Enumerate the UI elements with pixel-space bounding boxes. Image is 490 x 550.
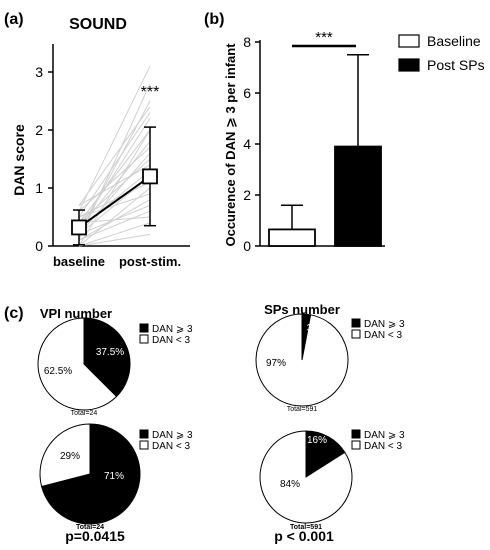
chart-a-ytick-label: 3 bbox=[35, 64, 43, 80]
pie-legend-swatch bbox=[139, 429, 149, 439]
chart-b-ytick-label: 6 bbox=[243, 85, 251, 101]
legend-label-post-sps: Post SPs bbox=[427, 57, 485, 73]
panel-label-b: (b) bbox=[204, 11, 224, 28]
chart-a-ytick-label: 1 bbox=[35, 180, 43, 196]
bar bbox=[268, 228, 316, 247]
individual-line bbox=[78, 158, 151, 224]
pie-slice bbox=[40, 423, 141, 525]
p-value-vpi: p=0.0415 bbox=[65, 528, 125, 544]
pie-legend-swatch bbox=[351, 318, 361, 328]
panel-label-a: (a) bbox=[4, 11, 24, 28]
pie-slice-label: 3% bbox=[307, 323, 322, 334]
bar bbox=[334, 145, 382, 247]
legend-swatch-baseline bbox=[398, 34, 420, 48]
mean-line bbox=[78, 175, 151, 229]
pie-slice bbox=[255, 313, 349, 407]
pie-legend-label: DAN < 3 bbox=[152, 335, 191, 346]
individual-line bbox=[78, 112, 151, 218]
panel-label-c: (c) bbox=[4, 305, 24, 322]
individual-line bbox=[78, 152, 151, 235]
chart-a: SOUND DAN score 0 1 2 3 *** baseline post-s… bbox=[11, 16, 190, 269]
individual-line bbox=[78, 216, 151, 224]
pie-legend-swatch bbox=[139, 440, 149, 450]
pie-total: Total=24 bbox=[76, 524, 104, 531]
pie-total: Total=591 bbox=[290, 524, 322, 531]
individual-line bbox=[78, 193, 151, 218]
pie-legend-label: DAN ⩾ 3 bbox=[364, 319, 405, 330]
chart-b-ytick-label: 8 bbox=[243, 34, 251, 50]
individual-line bbox=[78, 129, 151, 247]
chart-b-significance: *** bbox=[315, 29, 333, 46]
chart-a-ylabel: DAN score bbox=[11, 124, 27, 196]
pie-slice-label: 97% bbox=[266, 358, 286, 369]
chart-b-ytick-label: 4 bbox=[243, 136, 251, 152]
individual-line bbox=[78, 210, 151, 241]
pie-legend-swatch bbox=[351, 429, 361, 439]
individual-line bbox=[78, 222, 151, 247]
pie-slice bbox=[83, 317, 131, 398]
chart-a-xtick-label: baseline bbox=[53, 254, 105, 269]
pie-legend-label: DAN ⩾ 3 bbox=[364, 430, 405, 441]
pie-slice-label: 16% bbox=[307, 435, 327, 446]
chart-b: Occurence of DAN ⩾ 3 per infant 0 2 4 6 8 **… bbox=[223, 29, 485, 254]
pie-legend-swatch bbox=[139, 334, 149, 344]
individual-line bbox=[78, 65, 151, 212]
pie-slice-label: 37.5% bbox=[96, 347, 124, 358]
individual-line bbox=[78, 181, 151, 218]
pie-slice-label: 71% bbox=[104, 471, 124, 482]
pie-total: Total=591 bbox=[287, 406, 318, 413]
chart-b-ytick-label: 2 bbox=[243, 187, 251, 203]
legend-label-baseline: Baseline bbox=[427, 33, 481, 49]
chart-a-ytick-label: 0 bbox=[35, 238, 43, 254]
pie-slice bbox=[37, 317, 118, 411]
chart-b-ytick-label: 0 bbox=[243, 238, 251, 254]
individual-line bbox=[78, 106, 151, 206]
chart-b-ylabel: Occurence of DAN ⩾ 3 per infant bbox=[223, 43, 238, 247]
mean-marker bbox=[71, 219, 87, 236]
chart-a-xtick-label: post-stim. bbox=[119, 254, 181, 269]
pie-total: Total=24 bbox=[71, 410, 98, 417]
individual-line bbox=[78, 164, 151, 206]
chart-a-title: SOUND bbox=[69, 16, 127, 33]
pie-group-title-sps: SPs number bbox=[264, 302, 340, 317]
pie-slice bbox=[259, 430, 353, 524]
pie-legend-swatch bbox=[351, 329, 361, 339]
pie-legend-label: DAN < 3 bbox=[364, 330, 403, 341]
pie-legend-swatch bbox=[139, 323, 149, 333]
individual-line bbox=[78, 233, 151, 247]
pie-legend-label: DAN ⩾ 3 bbox=[152, 430, 193, 441]
individual-line bbox=[78, 129, 151, 224]
pie-legend-label: DAN ⩾ 3 bbox=[152, 324, 193, 335]
pie-slice bbox=[305, 430, 346, 478]
pie-slice bbox=[39, 423, 91, 488]
p-value-sps: p < 0.001 bbox=[274, 528, 334, 544]
chart-a-ytick-label: 2 bbox=[35, 122, 43, 138]
individual-line bbox=[78, 118, 151, 229]
pie-legend-swatch bbox=[351, 440, 361, 450]
pie-slice-label: 84% bbox=[280, 479, 300, 490]
individual-line bbox=[78, 147, 151, 212]
pie-group-title-vpi: VPI number bbox=[40, 306, 112, 321]
pie-legend-label: DAN < 3 bbox=[364, 441, 403, 452]
mean-marker bbox=[142, 168, 158, 185]
pie-slice-label: 29% bbox=[60, 451, 80, 462]
chart-a-significance: *** bbox=[141, 84, 160, 101]
legend-swatch-post-sps bbox=[398, 58, 420, 72]
pie-legend-label: DAN < 3 bbox=[152, 441, 191, 452]
pie-slice-label: 62.5% bbox=[44, 366, 72, 377]
